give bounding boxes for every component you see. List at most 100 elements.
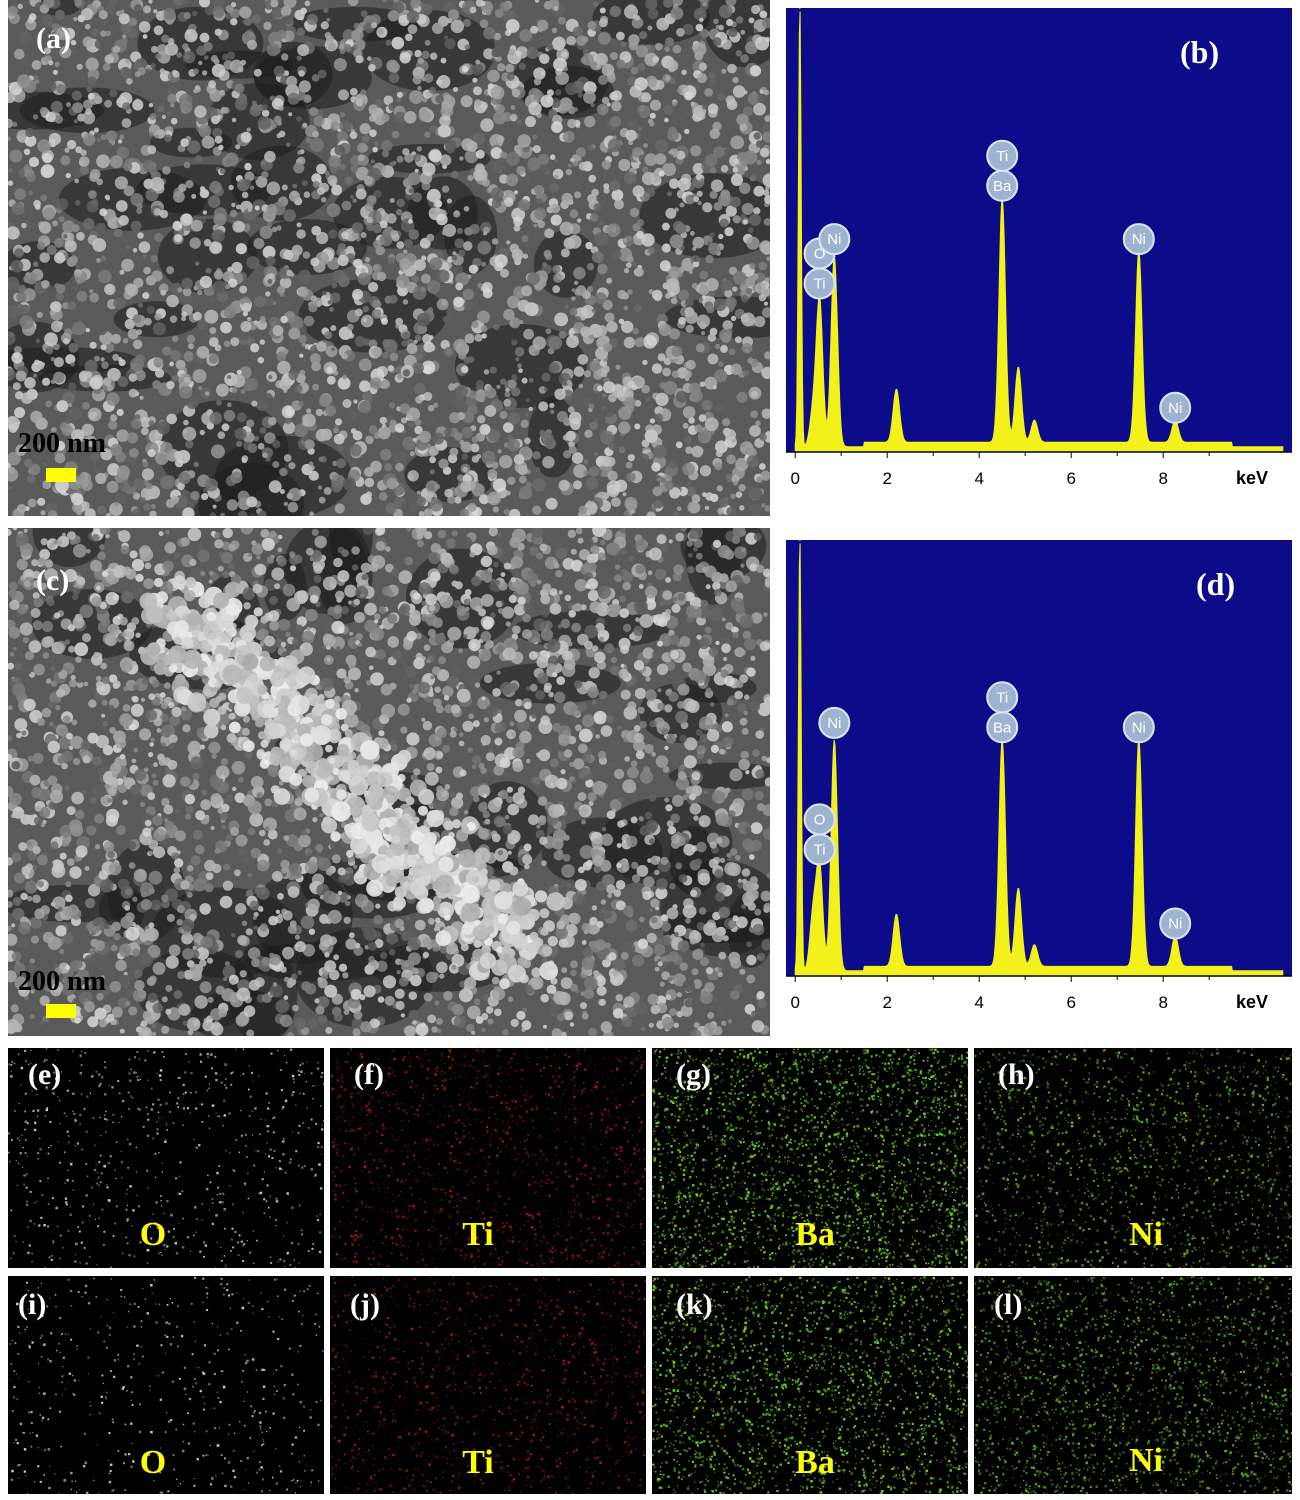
- peak-badge-ti-2: Ti: [986, 139, 1019, 172]
- sem-texture-c: [8, 528, 770, 1036]
- map-dots-e: [8, 1048, 324, 1268]
- map-e: (e) O: [8, 1048, 324, 1268]
- element-label-i: O: [139, 1444, 167, 1481]
- plot-area: [786, 540, 1292, 976]
- map-dots-g: [652, 1048, 968, 1268]
- spectrum-peak-8: [1138, 260, 1140, 262]
- panel-label-b: (b): [1180, 34, 1220, 70]
- svg-text:Ni: Ni: [1132, 231, 1146, 248]
- element-label-k: Ba: [795, 1444, 835, 1481]
- x-tick-label-3: 6: [1066, 469, 1075, 488]
- map-dots-j: [330, 1276, 646, 1494]
- peak-badge-ti-0: Ti: [803, 833, 836, 866]
- peak-badge-ba-2: Ba: [986, 711, 1019, 744]
- map-dots-i: [9, 1276, 324, 1494]
- svg-text:O: O: [814, 246, 826, 263]
- panel-label-a: (a): [36, 22, 71, 55]
- spectrum-peak-9: [1174, 429, 1176, 431]
- element-label-g: Ba: [795, 1216, 835, 1253]
- scale-text-a: 200 nm: [18, 428, 106, 459]
- map-f: (f) Ti: [330, 1048, 646, 1268]
- x-axis-unit: keV: [1236, 468, 1268, 488]
- spectrum-area: [794, 11, 1284, 453]
- spectrum-peak-1: [812, 918, 814, 921]
- peak-badge-ni-4: Ni: [1159, 907, 1192, 940]
- spectrum-peak-0: [799, 539, 801, 541]
- x-tick-label-2: 4: [974, 993, 983, 1012]
- svg-text:Ti: Ti: [996, 148, 1008, 165]
- spectrum-peak-2: [818, 304, 821, 307]
- scale-text-c: 200 nm: [18, 966, 106, 997]
- map-dots-h: [974, 1048, 1292, 1268]
- spectrum-peak-8: [1138, 748, 1140, 751]
- scale-bar-c: [46, 1004, 76, 1018]
- peak-badge-ti-0: Ti: [803, 267, 836, 300]
- map-speckle: [330, 1048, 646, 1268]
- panel-label-f: (f): [354, 1058, 384, 1091]
- map-speckle: [652, 1048, 968, 1268]
- svg-text:Ba: Ba: [993, 178, 1012, 195]
- panel-label-c: (c): [36, 564, 70, 597]
- x-tick-label-4: 8: [1158, 469, 1167, 488]
- sem-texture-a: [8, 0, 770, 516]
- spectrum-peak-4: [895, 397, 898, 400]
- map-l: (l) Ni: [974, 1276, 1292, 1494]
- peak-badge-ni-1: Ni: [818, 706, 851, 739]
- spectrum-peak-0: [799, 7, 801, 9]
- spectrum-peak-3: [833, 744, 836, 746]
- x-tick-label-3: 6: [1066, 993, 1075, 1012]
- map-speckle: [652, 1276, 968, 1494]
- map-i: (i) O: [8, 1276, 324, 1494]
- spectrum-peak-3: [833, 260, 836, 262]
- map-speckle: [974, 1276, 1292, 1494]
- x-tick-label-4: 8: [1158, 993, 1167, 1012]
- element-label-e: O: [139, 1216, 167, 1253]
- peak-badge-ni-1: Ni: [818, 223, 851, 256]
- spectrum-peak-4: [895, 922, 898, 925]
- spectrum-peak-2: [818, 870, 821, 873]
- spectrum-peak-9: [1174, 944, 1176, 947]
- scale-bar-a: [46, 468, 76, 482]
- panel-label-l: (l): [994, 1288, 1023, 1321]
- grains: [8, 0, 770, 516]
- peak-badge-ni-4: Ni: [1159, 391, 1192, 424]
- agglomerate: [138, 575, 565, 990]
- map-speckle: [8, 1048, 324, 1268]
- sem-image-a: (a) 200 nm: [8, 0, 770, 516]
- map-dots-k: [652, 1276, 968, 1494]
- spectrum-peak-7: [1033, 953, 1036, 955]
- spectrum-peak-6: [1017, 896, 1020, 899]
- x-tick-label-1: 2: [882, 993, 891, 1012]
- element-label-f: Ti: [462, 1216, 494, 1253]
- panel-label-j: (j): [350, 1288, 380, 1321]
- peak-badge-ba-2: Ba: [986, 169, 1019, 202]
- map-dots-l: [974, 1276, 1292, 1494]
- panel-label-h: (h): [998, 1058, 1035, 1091]
- element-label-j: Ti: [462, 1444, 494, 1481]
- x-axis-unit: keV: [1236, 992, 1268, 1012]
- map-speckle: [330, 1276, 646, 1494]
- panel-label-e: (e): [28, 1058, 62, 1091]
- map-speckle: [974, 1048, 1292, 1268]
- map-k: (k) Ba: [652, 1276, 968, 1494]
- map-j: (j) Ti: [330, 1276, 646, 1494]
- x-tick-label-1: 2: [882, 469, 891, 488]
- svg-text:Ti: Ti: [814, 276, 826, 293]
- panel-label-g: (g): [676, 1058, 711, 1091]
- peak-badge-ni-3: Ni: [1122, 223, 1155, 256]
- spectrum-peak-5: [1001, 207, 1003, 209]
- spectrum-peak-1: [812, 415, 814, 418]
- spectrum-area: [794, 543, 1284, 977]
- element-label-l: Ni: [1129, 1442, 1163, 1479]
- x-tick-label-2: 4: [974, 469, 983, 488]
- peak-badge-ti-2: Ti: [986, 681, 1019, 714]
- plot-area: [786, 8, 1292, 452]
- eds-spectrum-d: Ti O Ni Ba Ti Ni Ni 0 2 4 6 8 keV (d): [784, 532, 1296, 1038]
- map-g: (g) Ba: [652, 1048, 968, 1268]
- panel-label-i: (i): [18, 1288, 47, 1321]
- map-dots-f: [330, 1048, 646, 1268]
- spectrum-peak-6: [1017, 375, 1020, 378]
- sem-image-c: (c) 200 nm: [8, 528, 770, 1036]
